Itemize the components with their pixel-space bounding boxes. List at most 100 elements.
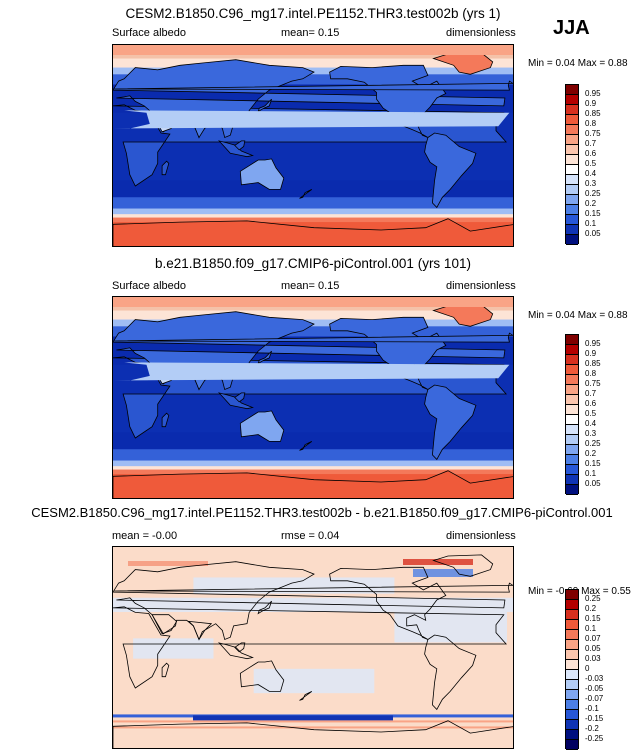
- ocean-band: [113, 217, 513, 223]
- colorbar-box: [566, 95, 578, 105]
- colorbar-tick-label: 0.3: [585, 429, 597, 438]
- colorbar-box: [566, 345, 578, 355]
- colorbar-box: [566, 395, 578, 405]
- continent-antarctica: [113, 218, 513, 246]
- continent-africa: [113, 606, 507, 689]
- diff-patch: [394, 611, 507, 643]
- panel3-map-svg: [113, 547, 513, 748]
- colorbar-tick-label: 0.75: [585, 379, 601, 388]
- continent-newzealand: [299, 691, 313, 701]
- colorbar-box: [566, 640, 578, 650]
- colorbar-box: [566, 225, 578, 235]
- diff-negative-band: [413, 569, 473, 577]
- continent-s-america: [424, 384, 477, 461]
- colorbar-tick-label: 0.03: [585, 654, 601, 663]
- panel1-minmax: Min = 0.04 Max = 0.88: [528, 58, 628, 69]
- ocean-band: [113, 466, 513, 471]
- continent-madagascar: [161, 662, 170, 678]
- colorbar-box: [566, 590, 578, 600]
- colorbar-tick-label: 0.3: [585, 179, 597, 188]
- colorbar-box: [566, 650, 578, 660]
- continent-australia: [239, 158, 285, 190]
- colorbar-tick-label: 0.85: [585, 359, 601, 368]
- diff-positive-band: [113, 726, 513, 729]
- ocean-band: [113, 319, 513, 327]
- colorbar-box: [566, 475, 578, 485]
- panel1-mean-label: mean= 0.15: [281, 27, 340, 39]
- colorbar-box: [566, 740, 578, 750]
- panel2-mean-label: mean= 0.15: [281, 280, 340, 292]
- colorbar-box: [566, 630, 578, 640]
- continent-australia: [239, 660, 285, 692]
- colorbar-tick-label: 0.15: [585, 209, 601, 218]
- colorbar-box: [566, 85, 578, 95]
- continent-india: [187, 620, 213, 641]
- panel2-variable-label: Surface albedo: [112, 280, 186, 292]
- continent-n-america: [329, 566, 447, 640]
- colorbar-tick-label: 0.95: [585, 89, 601, 98]
- colorbar-tick-label: 0.1: [585, 624, 597, 633]
- panel1-map: [112, 44, 514, 247]
- ocean-band: [113, 74, 513, 85]
- continent-borneo: [234, 140, 246, 151]
- colorbar-tick-label: -0.25: [585, 734, 604, 743]
- colorbar-tick-label: -0.2: [585, 724, 599, 733]
- colorbar-tick-label: 0.6: [585, 149, 597, 158]
- diff-patch: [113, 597, 513, 612]
- continent-newzealand: [299, 189, 313, 199]
- panel3-units-label: dimensionless: [446, 530, 516, 542]
- colorbar-box: [566, 710, 578, 720]
- colorbar-tick-label: 0.4: [585, 169, 597, 178]
- colorbar-box: [566, 600, 578, 610]
- colorbar-box: [566, 485, 578, 495]
- colorbar-box: [566, 720, 578, 730]
- colorbar-tick-label: 0.9: [585, 349, 597, 358]
- continent-uk: [114, 582, 513, 593]
- continent-newzealand: [299, 441, 313, 451]
- colorbar-tick-label: 0.4: [585, 419, 597, 428]
- colorbar-box: [566, 415, 578, 425]
- colorbar-tick-label: 0.15: [585, 614, 601, 623]
- colorbar-box: [566, 445, 578, 455]
- colorbar-box: [566, 680, 578, 690]
- continent-australia: [239, 410, 285, 442]
- colorbar-tick-label: 0.5: [585, 159, 597, 168]
- colorbar-tick-label: 0: [585, 664, 590, 673]
- colorbar-box: [566, 195, 578, 205]
- colorbar-box: [566, 385, 578, 395]
- colorbar-box: [566, 455, 578, 465]
- continent-uk: [114, 80, 513, 91]
- colorbar-tick-label: 0.6: [585, 399, 597, 408]
- colorbar-tick-label: 0.15: [585, 459, 601, 468]
- colorbar-tick-label: -0.1: [585, 704, 599, 713]
- continent-madagascar: [161, 160, 170, 176]
- colorbar-tick-label: -0.15: [585, 714, 604, 723]
- panel2-minmax: Min = 0.04 Max = 0.88: [528, 310, 628, 321]
- continent-indonesia: [217, 392, 254, 410]
- panel3-mean-label: mean = -0.00: [112, 530, 178, 542]
- colorbar-tick-label: 0.25: [585, 439, 601, 448]
- colorbar-tick-label: 0.1: [585, 219, 597, 228]
- colorbar-tick-label: 0.25: [585, 594, 601, 603]
- ocean-band: [113, 208, 513, 215]
- panel1-title: CESM2.B1850.C96_mg17.intel.PE1152.THR3.t…: [125, 6, 501, 21]
- colorbar-tick-label: 0.7: [585, 389, 597, 398]
- colorbar-tick-label: 0.75: [585, 129, 601, 138]
- panel2-colorbar: [565, 334, 579, 495]
- colorbar-tick-label: 0.85: [585, 109, 601, 118]
- panel1-colorbar: [565, 84, 579, 245]
- colorbar-box: [566, 405, 578, 415]
- colorbar-box: [566, 610, 578, 620]
- colorbar-tick-label: -0.03: [585, 674, 604, 683]
- continent-japan: [257, 98, 272, 113]
- panel3-colorbar: [565, 589, 579, 750]
- colorbar-box: [566, 145, 578, 155]
- panel2-units-label: dimensionless: [446, 280, 516, 292]
- ocean-band: [113, 449, 513, 462]
- sahara-region: [113, 110, 510, 129]
- colorbar-box: [566, 670, 578, 680]
- colorbar-box: [566, 135, 578, 145]
- continent-uk: [114, 332, 513, 343]
- colorbar-tick-label: 0.05: [585, 479, 601, 488]
- continent-japan: [257, 350, 272, 365]
